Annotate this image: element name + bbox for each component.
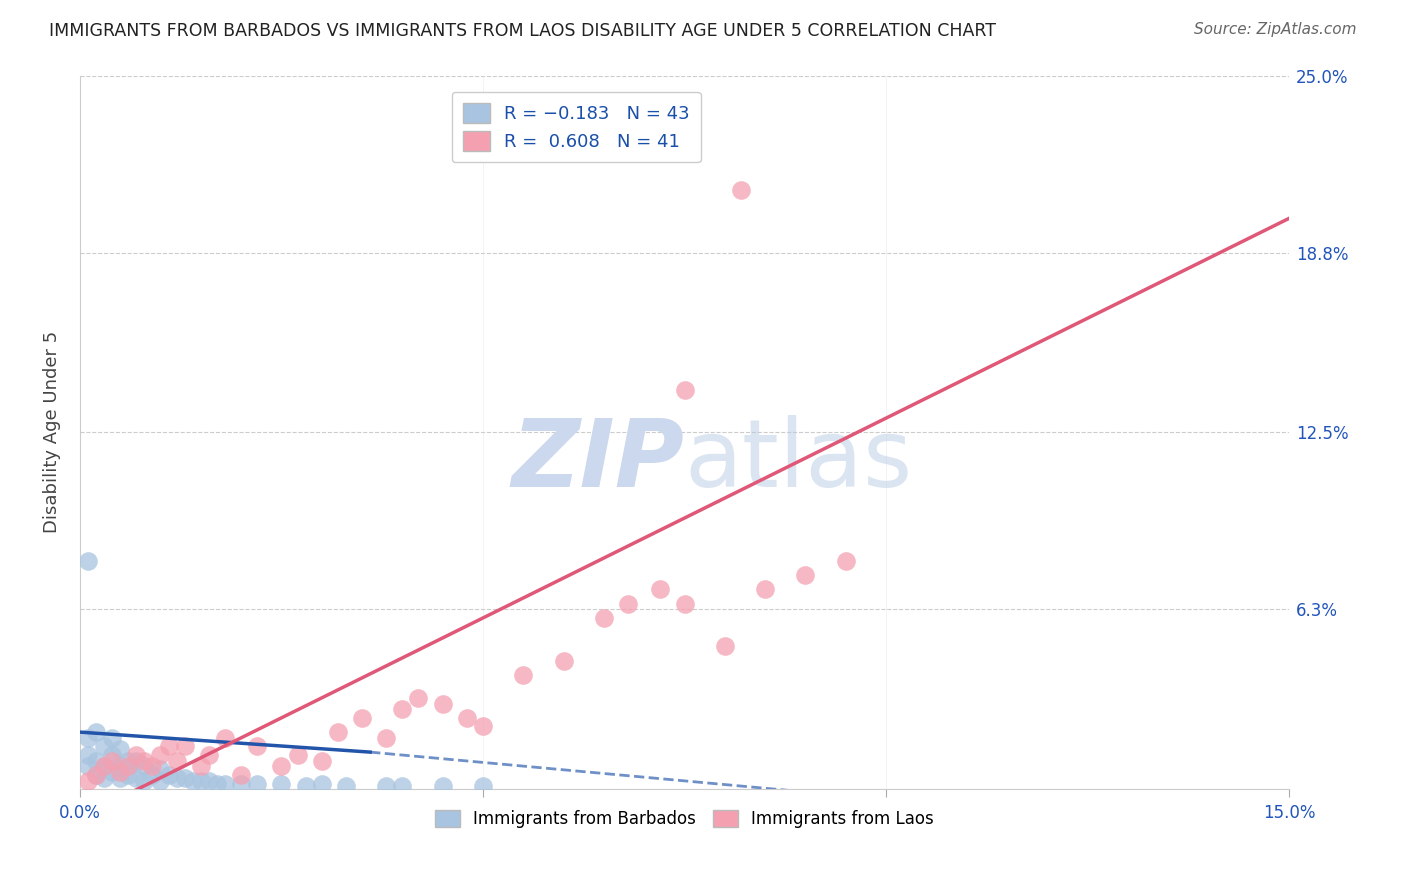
Point: [108, 765, 131, 780]
Point: [391, 702, 413, 716]
Point: [108, 759, 131, 773]
Point: [432, 697, 454, 711]
Point: [77, 747, 100, 762]
Point: [141, 768, 163, 782]
Point: [375, 780, 398, 794]
Point: [214, 776, 236, 790]
Point: [108, 742, 131, 756]
Point: [287, 747, 309, 762]
Point: [472, 780, 495, 794]
Point: [117, 759, 139, 773]
Point: [673, 597, 696, 611]
Point: [141, 759, 163, 773]
Point: [375, 731, 398, 745]
Point: [84, 768, 107, 782]
Point: [311, 754, 333, 768]
Point: [125, 754, 148, 768]
Point: [512, 668, 534, 682]
Point: [432, 780, 454, 794]
Point: [134, 759, 156, 773]
Point: [157, 768, 180, 782]
Point: [593, 611, 616, 625]
Point: [84, 754, 107, 768]
Point: [408, 690, 430, 705]
Point: [472, 719, 495, 733]
Point: [835, 554, 858, 568]
Point: [149, 773, 172, 788]
Point: [673, 383, 696, 397]
Point: [181, 773, 204, 788]
Point: [117, 768, 139, 782]
Point: [190, 773, 212, 788]
Point: [754, 582, 776, 597]
Point: [134, 754, 156, 768]
Legend: Immigrants from Barbados, Immigrants from Laos: Immigrants from Barbados, Immigrants fro…: [429, 803, 941, 834]
Point: [198, 747, 221, 762]
Point: [84, 725, 107, 739]
Point: [553, 654, 575, 668]
Point: [617, 597, 640, 611]
Point: [149, 762, 172, 776]
Point: [134, 773, 156, 788]
Point: [205, 776, 228, 790]
Point: [166, 754, 188, 768]
Point: [198, 773, 221, 788]
Point: [84, 768, 107, 782]
Point: [77, 773, 100, 788]
Point: [101, 747, 124, 762]
Point: [93, 759, 115, 773]
Point: [311, 776, 333, 790]
Point: [101, 731, 124, 745]
Point: [93, 771, 115, 785]
Point: [77, 731, 100, 745]
Point: [77, 554, 100, 568]
Point: [326, 725, 349, 739]
Point: [335, 780, 357, 794]
Point: [173, 771, 195, 785]
Point: [650, 582, 672, 597]
Text: ZIP: ZIP: [512, 415, 685, 507]
Text: Source: ZipAtlas.com: Source: ZipAtlas.com: [1194, 22, 1357, 37]
Point: [246, 776, 269, 790]
Point: [125, 771, 148, 785]
Point: [229, 776, 252, 790]
Point: [101, 754, 124, 768]
Point: [246, 739, 269, 754]
Point: [149, 747, 172, 762]
Text: IMMIGRANTS FROM BARBADOS VS IMMIGRANTS FROM LAOS DISABILITY AGE UNDER 5 CORRELAT: IMMIGRANTS FROM BARBADOS VS IMMIGRANTS F…: [49, 22, 997, 40]
Point: [93, 759, 115, 773]
Point: [730, 183, 752, 197]
Point: [166, 771, 188, 785]
Point: [391, 780, 413, 794]
Point: [125, 747, 148, 762]
Point: [93, 739, 115, 754]
Point: [173, 739, 195, 754]
Y-axis label: Disability Age Under 5: Disability Age Under 5: [44, 331, 60, 533]
Point: [456, 711, 478, 725]
Point: [214, 731, 236, 745]
Point: [108, 771, 131, 785]
Point: [157, 739, 180, 754]
Text: atlas: atlas: [685, 415, 912, 507]
Point: [77, 759, 100, 773]
Point: [794, 568, 817, 582]
Point: [270, 776, 292, 790]
Point: [714, 640, 737, 654]
Point: [270, 759, 292, 773]
Point: [294, 780, 316, 794]
Point: [117, 754, 139, 768]
Point: [101, 765, 124, 780]
Point: [190, 759, 212, 773]
Point: [229, 768, 252, 782]
Point: [352, 711, 374, 725]
